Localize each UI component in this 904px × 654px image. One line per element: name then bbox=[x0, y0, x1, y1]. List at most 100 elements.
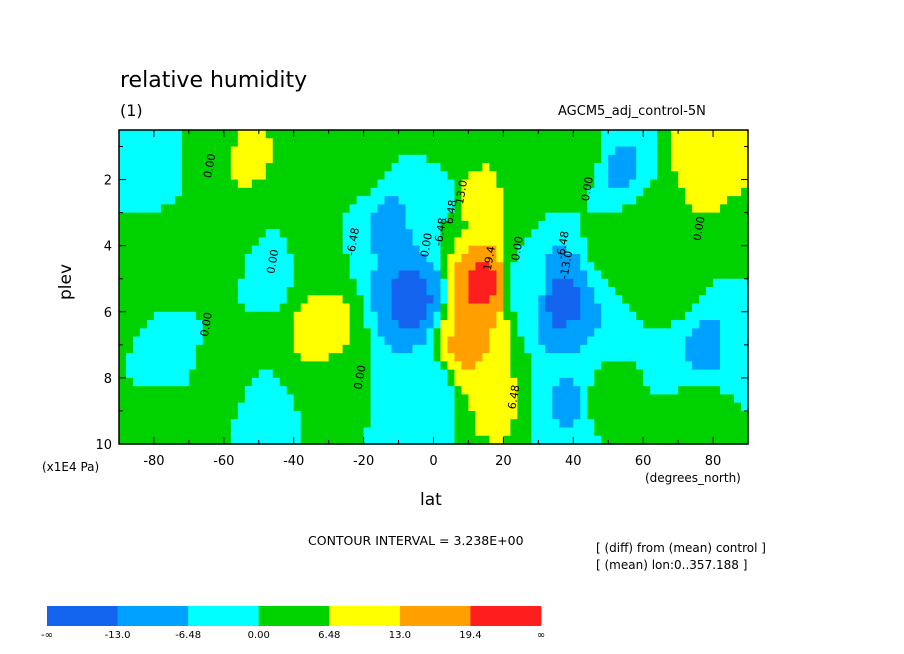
field-cell bbox=[307, 154, 316, 164]
field-cell bbox=[552, 295, 560, 305]
field-cell bbox=[433, 287, 442, 296]
field-cell bbox=[356, 303, 365, 313]
field-cell bbox=[216, 386, 225, 396]
field-cell bbox=[468, 435, 477, 445]
field-cell bbox=[244, 394, 253, 404]
field-cell bbox=[601, 278, 609, 288]
field-cell bbox=[419, 361, 428, 371]
field-cell bbox=[629, 419, 637, 429]
field-cell bbox=[412, 179, 421, 189]
field-cell bbox=[195, 344, 204, 354]
contour-label: 0.00 bbox=[198, 311, 215, 337]
y-axis-label: plev bbox=[56, 263, 76, 300]
field-cell bbox=[545, 353, 553, 362]
field-cell bbox=[594, 130, 602, 139]
field-cell bbox=[349, 204, 358, 214]
field-cell bbox=[160, 262, 169, 272]
field-cell bbox=[405, 377, 414, 387]
field-cell bbox=[580, 154, 588, 164]
field-cell bbox=[384, 287, 393, 296]
field-cell bbox=[699, 163, 707, 172]
field-cell bbox=[335, 344, 344, 354]
field-cell bbox=[440, 419, 449, 429]
field-cell bbox=[643, 154, 651, 164]
field-cell bbox=[251, 419, 260, 429]
field-cell bbox=[503, 212, 511, 222]
field-cell bbox=[545, 262, 553, 272]
field-cell bbox=[272, 361, 281, 371]
field-cell bbox=[671, 328, 679, 338]
field-cell bbox=[419, 287, 428, 296]
field-cell bbox=[482, 435, 491, 445]
field-cell bbox=[223, 130, 232, 139]
field-cell bbox=[419, 353, 428, 362]
field-cell bbox=[146, 237, 155, 247]
field-cell bbox=[692, 163, 700, 172]
field-cell bbox=[636, 361, 644, 371]
field-cell bbox=[559, 130, 567, 139]
field-cell bbox=[119, 220, 127, 230]
x-tick-label: -40 bbox=[283, 454, 304, 469]
field-cell bbox=[405, 410, 414, 420]
field-cell bbox=[146, 377, 155, 387]
field-cell bbox=[650, 410, 658, 420]
field-cell bbox=[251, 320, 260, 329]
field-cell bbox=[370, 270, 379, 280]
field-cell bbox=[258, 212, 267, 222]
field-cell bbox=[720, 171, 728, 181]
field-cell bbox=[727, 361, 735, 371]
field-cell bbox=[216, 229, 225, 239]
field-cell bbox=[538, 435, 546, 445]
field-cell bbox=[531, 154, 539, 164]
field-cell bbox=[181, 179, 190, 189]
field-cell bbox=[608, 163, 616, 172]
field-cell bbox=[181, 344, 190, 354]
field-cell bbox=[545, 270, 553, 280]
field-cell bbox=[377, 171, 386, 181]
field-cell bbox=[440, 344, 449, 354]
y-tick-label: 4 bbox=[104, 240, 112, 255]
field-cell bbox=[601, 311, 609, 321]
field-cell bbox=[335, 336, 344, 346]
field-cell bbox=[685, 361, 693, 371]
field-cell bbox=[202, 212, 211, 222]
field-cell bbox=[608, 295, 616, 305]
field-cell bbox=[377, 336, 386, 346]
field-cell bbox=[321, 320, 330, 329]
field-cell bbox=[629, 369, 637, 379]
field-cell bbox=[272, 196, 281, 205]
field-cell bbox=[720, 154, 728, 164]
field-cell bbox=[119, 163, 127, 172]
field-cell bbox=[580, 278, 588, 288]
field-cell bbox=[251, 187, 260, 197]
field-cell bbox=[636, 344, 644, 354]
field-cell bbox=[398, 237, 407, 247]
field-cell bbox=[321, 303, 330, 313]
field-cell bbox=[454, 402, 463, 412]
field-cell bbox=[216, 179, 225, 189]
field-cell bbox=[713, 245, 721, 255]
field-cell bbox=[461, 353, 470, 362]
field-cell bbox=[251, 130, 260, 139]
field-cell bbox=[692, 402, 700, 412]
field-cell bbox=[433, 204, 442, 214]
field-cell bbox=[727, 163, 735, 172]
field-cell bbox=[119, 253, 127, 263]
field-cell bbox=[258, 146, 267, 156]
field-cell bbox=[188, 419, 197, 429]
field-cell bbox=[216, 377, 225, 387]
field-cell bbox=[321, 311, 330, 321]
field-cell bbox=[195, 386, 204, 396]
field-cell bbox=[461, 410, 470, 420]
field-cell bbox=[741, 435, 749, 445]
field-cell bbox=[461, 435, 470, 445]
field-cell bbox=[741, 253, 749, 263]
field-cell bbox=[433, 146, 442, 156]
field-cell bbox=[461, 171, 470, 181]
field-cell bbox=[489, 220, 497, 230]
field-cell bbox=[699, 328, 707, 338]
field-cell bbox=[167, 410, 176, 420]
field-cell bbox=[545, 245, 553, 255]
field-cell bbox=[405, 138, 414, 148]
field-cell bbox=[629, 303, 637, 313]
